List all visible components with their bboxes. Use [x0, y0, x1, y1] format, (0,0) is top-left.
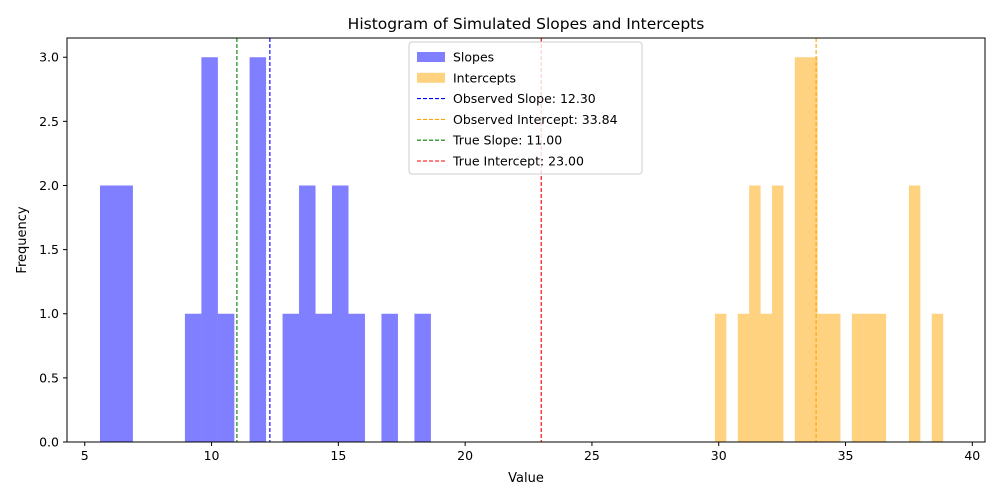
legend: Slopes Intercepts Observed Slope: 12.30 Obs…	[408, 41, 643, 175]
slope-bar	[348, 313, 365, 442]
legend-swatch	[417, 52, 445, 62]
slope-bar	[299, 185, 316, 442]
legend-swatch	[417, 72, 445, 83]
legend-label: Observed Intercept: 33.84	[453, 112, 618, 127]
intercept-bar	[817, 313, 830, 442]
slope-bar	[184, 313, 202, 442]
y-tick-label: 1.0	[39, 306, 59, 321]
slope-bar	[332, 185, 349, 442]
intercept-bar	[794, 57, 807, 442]
x-tick-label: 10	[204, 448, 220, 463]
intercept-bar	[829, 313, 841, 442]
plot-area	[66, 37, 986, 443]
bars-layer	[99, 57, 944, 442]
x-tick-label: 5	[81, 448, 89, 463]
y-tick-label: 2.5	[39, 114, 59, 129]
chart-title: Histogram of Simulated Slopes and Interc…	[348, 15, 705, 33]
slope-bar	[414, 313, 431, 442]
intercept-bar	[863, 313, 875, 442]
x-tick-label: 30	[711, 448, 727, 463]
slope-bar	[282, 313, 300, 442]
intercept-bar	[931, 313, 944, 442]
intercept-bar	[771, 185, 784, 442]
intercept-bar	[851, 313, 864, 442]
y-tick-label: 2.0	[39, 178, 59, 193]
intercept-bar	[737, 313, 750, 442]
intercept-bar	[714, 313, 727, 442]
legend-label: Observed Slope: 12.30	[453, 91, 596, 106]
slope-bar	[315, 313, 333, 442]
y-axis-label: Frequency	[15, 206, 30, 273]
slope-bar	[381, 313, 398, 442]
y-axis: 0.0 0.5 1.0 1.5 2.0 2.5 3.0	[39, 50, 67, 450]
intercept-bar	[874, 313, 887, 442]
slope-bar	[201, 57, 218, 442]
legend-label: Intercepts	[453, 70, 516, 85]
x-axis-label: Value	[508, 471, 544, 486]
legend-label: True Slope: 11.00	[452, 133, 562, 148]
slope-bar	[249, 57, 267, 442]
intercept-bar	[749, 185, 761, 442]
x-tick-label: 35	[838, 448, 854, 463]
x-tick-label: 15	[330, 448, 346, 463]
y-tick-label: 0.0	[39, 435, 59, 450]
slope-bar	[99, 185, 117, 442]
y-tick-label: 0.5	[39, 370, 59, 385]
x-tick-label: 20	[457, 448, 473, 463]
slope-bar	[217, 313, 235, 442]
legend-label: True Intercept: 23.00	[452, 154, 584, 169]
intercept-bar	[806, 57, 818, 442]
intercept-bar	[908, 185, 921, 442]
x-tick-label: 40	[964, 448, 980, 463]
legend-box	[408, 41, 643, 175]
slope-bar	[116, 185, 133, 442]
y-tick-label: 3.0	[39, 50, 59, 65]
intercept-bar	[760, 313, 772, 442]
y-tick-label: 1.5	[39, 242, 59, 257]
x-axis: 5 10 15 20 25 30 35 40	[81, 442, 980, 463]
plot-frame	[66, 37, 986, 443]
x-tick-label: 25	[584, 448, 600, 463]
legend-label: Slopes	[453, 50, 494, 65]
